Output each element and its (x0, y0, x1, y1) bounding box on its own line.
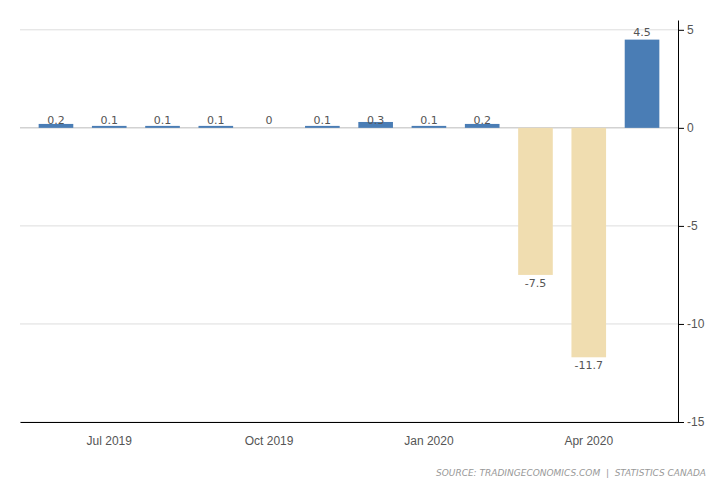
plot: 0.2 0.1 0.1 0.1 0 0.1 0.3 0.1 0.2 -7.5 -11.7 4.5 -15… (20, 21, 705, 449)
source-note: SOURCE: TRADINGECONOMICS.COM | STATISTIC… (436, 468, 706, 478)
bar (625, 40, 660, 128)
y-tick-label: -10 (687, 317, 705, 331)
y-tick-label: -15 (687, 415, 705, 429)
y-tick: 0 (678, 121, 694, 135)
x-axis-line (21, 422, 679, 423)
data-label: 0.1 (207, 114, 225, 127)
x-tick-label: Jan 2020 (404, 434, 454, 448)
data-label: -11.7 (575, 359, 603, 372)
data-label: 0.2 (47, 114, 65, 127)
data-label: 0.1 (420, 114, 438, 127)
grid-line (20, 422, 678, 423)
data-label: 0.1 (100, 114, 118, 127)
x-tick-label: Oct 2019 (245, 434, 294, 448)
grid-line (20, 29, 678, 30)
bar (571, 128, 606, 357)
y-tick-mark (678, 128, 684, 129)
data-label: 0.3 (367, 114, 385, 127)
y-tick-mark (678, 422, 684, 423)
x-axis: Jul 2019 Oct 2019 Jan 2020 Apr 2020 (21, 423, 679, 449)
x-tick-label: Jul 2019 (87, 434, 133, 448)
data-labels: 0.2 0.1 0.1 0.1 0 0.1 0.3 0.1 0.2 -7.5 -11.7 4.5 (47, 26, 651, 373)
data-label: 0.1 (314, 114, 332, 127)
bars (39, 40, 660, 358)
chart: 0.2 0.1 0.1 0.1 0 0.1 0.3 0.1 0.2 -7.5 -11.7 4.5 -15… (0, 0, 728, 484)
x-tick-label: Apr 2020 (564, 434, 613, 448)
x-tick: Apr 2020 (564, 434, 613, 448)
y-tick-mark (678, 324, 684, 325)
y-tick-mark (678, 226, 684, 227)
bar (518, 128, 553, 275)
x-tick: Oct 2019 (245, 434, 294, 448)
y-tick-label: -5 (687, 219, 698, 233)
y-tick-label: 0 (687, 121, 694, 135)
bar (252, 127, 287, 128)
y-tick: -5 (678, 219, 698, 233)
data-label: -7.5 (525, 277, 546, 290)
data-label: 0.2 (473, 114, 491, 127)
data-label: 4.5 (633, 26, 651, 39)
y-axis: -15 -10 -5 0 5 (678, 21, 705, 430)
data-label: 0.1 (154, 114, 172, 127)
grid (20, 30, 678, 422)
y-tick: 5 (678, 23, 694, 37)
y-axis-line (678, 21, 679, 423)
y-tick: -10 (678, 317, 705, 331)
data-label: 0 (266, 114, 273, 127)
y-tick-mark (678, 30, 684, 31)
x-tick: Jul 2019 (87, 434, 133, 448)
x-tick: Jan 2020 (404, 434, 454, 448)
y-tick: -15 (678, 415, 705, 429)
y-tick-label: 5 (687, 23, 694, 37)
